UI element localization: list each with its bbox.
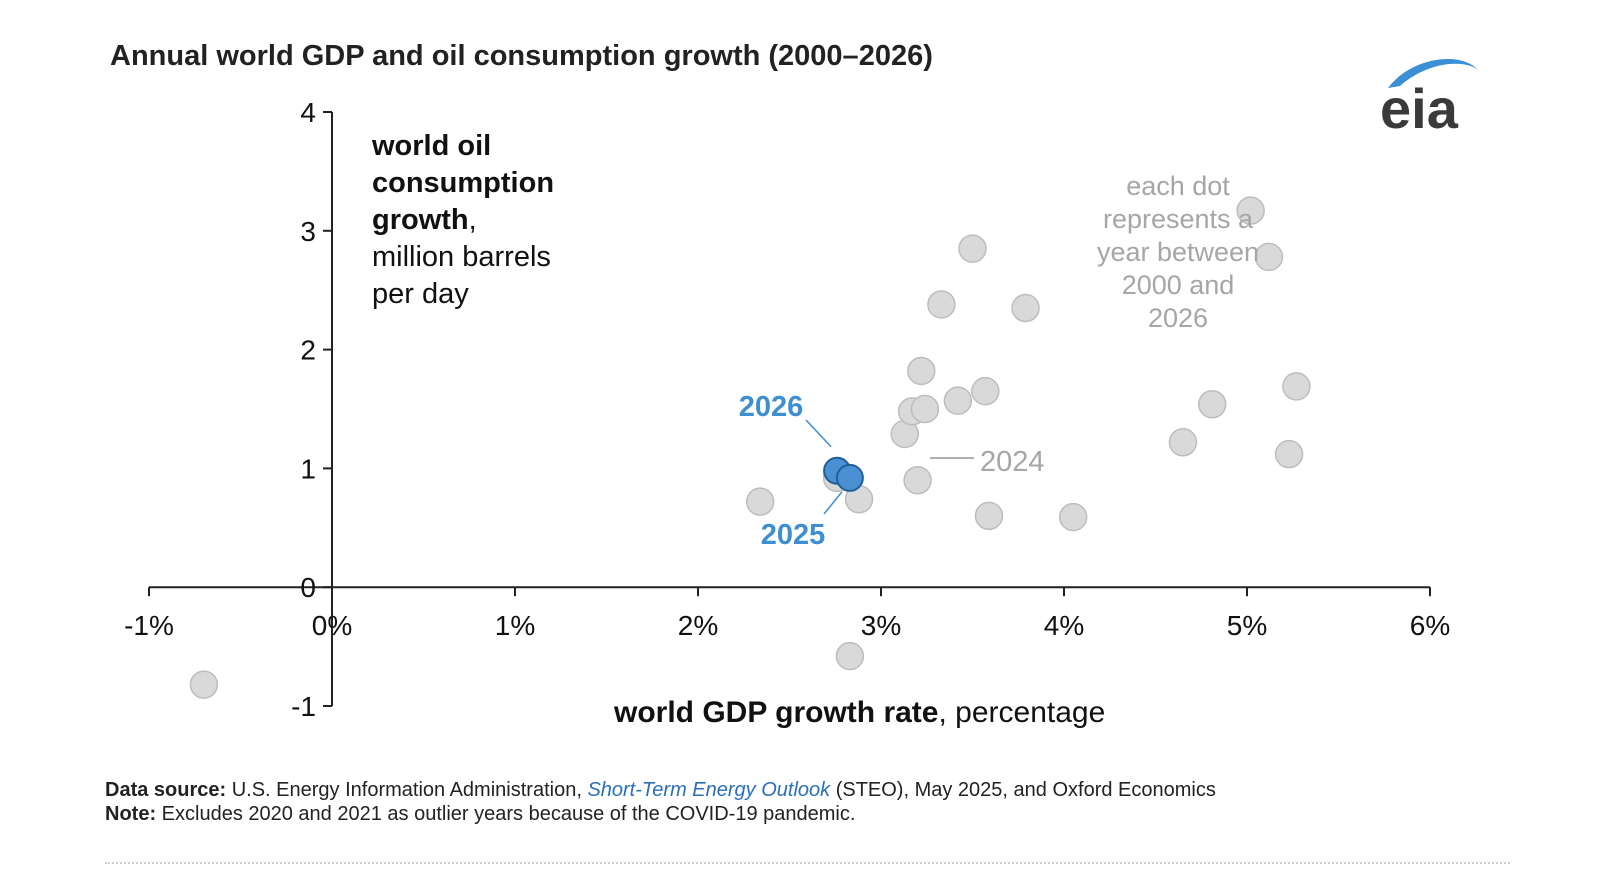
y-tick-label: -1 [291, 691, 316, 722]
annotation-line: year between [1096, 237, 1260, 267]
y-axis-label: world oil consumption growth, million ba… [372, 128, 612, 313]
scatter-chart: -1 0 1 2 3 4 -1% 0% 1% 2% 3% 4% 5% 6% 2026 2025 2024 [124, 97, 1450, 722]
data-point-grey [835, 641, 865, 671]
x-tick-label: 2% [678, 610, 718, 641]
data-source-line: Data source: U.S. Energy Information Adm… [105, 778, 1216, 802]
data-point-grey [1168, 428, 1198, 457]
x-tick-label: 3% [861, 610, 901, 641]
y-axis-label-rest-2: per day [372, 278, 469, 310]
data-point-grey [1274, 439, 1304, 469]
data-points [189, 196, 1311, 699]
data-source-text-2: (STEO), May 2025, and Oxford Economics [830, 779, 1216, 801]
eia-logo: eia [1380, 58, 1478, 136]
data-point-grey [1058, 502, 1088, 532]
y-tick-label: 1 [300, 453, 316, 484]
chart-title: Annual world GDP and oil consumption gro… [110, 40, 933, 72]
x-tick-label: 6% [1410, 610, 1450, 641]
note-line: Note: Excludes 2020 and 2021 as outlier … [105, 802, 1216, 826]
footer: Data source: U.S. Energy Information Adm… [105, 778, 1216, 826]
each-dot-annotation: each dot represents a year between 2000 … [1058, 170, 1298, 335]
data-point-grey [1254, 242, 1284, 272]
y-tick-label: 3 [300, 216, 316, 247]
data-point-grey [971, 376, 1000, 406]
y-tick-label: 2 [300, 335, 316, 366]
callout-line-2026 [805, 419, 832, 448]
annotation-line: 2000 and [1121, 270, 1235, 300]
data-point-grey [927, 290, 956, 319]
data-point-grey [943, 386, 973, 415]
data-point-grey [910, 394, 940, 424]
x-axis-label: world GDP growth rate, percentage [614, 696, 1105, 730]
y-axis-label-rest-1: million barrels [372, 241, 551, 273]
x-tick-label: 5% [1227, 610, 1267, 641]
x-axis-label-rest: , percentage [938, 696, 1106, 729]
data-point-grey [974, 501, 1004, 531]
data-point-grey [1282, 372, 1311, 401]
annotation-line: each dot [1126, 171, 1230, 201]
callouts: 2026 2025 2024 [739, 391, 1045, 551]
label-2026: 2026 [739, 391, 804, 423]
label-2025: 2025 [761, 519, 826, 551]
label-2024: 2024 [980, 446, 1045, 478]
axes: -1 0 1 2 3 4 -1% 0% 1% 2% 3% 4% 5% 6% [124, 97, 1450, 722]
x-tick-label: 1% [495, 610, 535, 641]
y-axis-label-bold-2: consumption [372, 167, 555, 199]
x-tick-label: 4% [1044, 610, 1084, 641]
data-source-text-1: U.S. Energy Information Administration, [226, 779, 588, 801]
x-axis-label-bold: world GDP growth rate [614, 696, 939, 729]
data-point-grey [745, 487, 775, 516]
annotation-line: represents a [1102, 204, 1254, 234]
y-axis-label-bold-3: growth [372, 204, 469, 236]
steo-link[interactable]: Short-Term Energy Outlook [587, 779, 831, 801]
eia-logo-text: eia [1380, 77, 1459, 136]
data-point-grey [907, 356, 936, 386]
annotation-line: 2026 [1147, 303, 1209, 333]
callout-line-2025 [823, 491, 843, 515]
y-tick-label: 0 [300, 572, 316, 603]
x-tick-label: 0% [312, 610, 352, 641]
y-axis-label-comma: , [468, 204, 477, 236]
data-point-grey [958, 234, 987, 263]
eia-logo-swoosh [1388, 58, 1478, 88]
data-point-grey [189, 670, 219, 699]
data-point-grey [1197, 389, 1227, 419]
footer-divider [105, 862, 1510, 864]
data-source-label: Data source: [105, 779, 227, 801]
data-point-2025 [835, 463, 864, 492]
note-text: Excludes 2020 and 2021 as outlier years … [156, 803, 856, 825]
data-point-grey [903, 466, 932, 495]
data-point-grey [1236, 196, 1265, 225]
data-point-grey [1011, 293, 1040, 323]
y-axis-label-bold-1: world oil [372, 130, 492, 162]
note-label: Note: [105, 803, 157, 825]
x-tick-label: -1% [124, 610, 174, 641]
y-tick-label: 4 [300, 97, 316, 128]
